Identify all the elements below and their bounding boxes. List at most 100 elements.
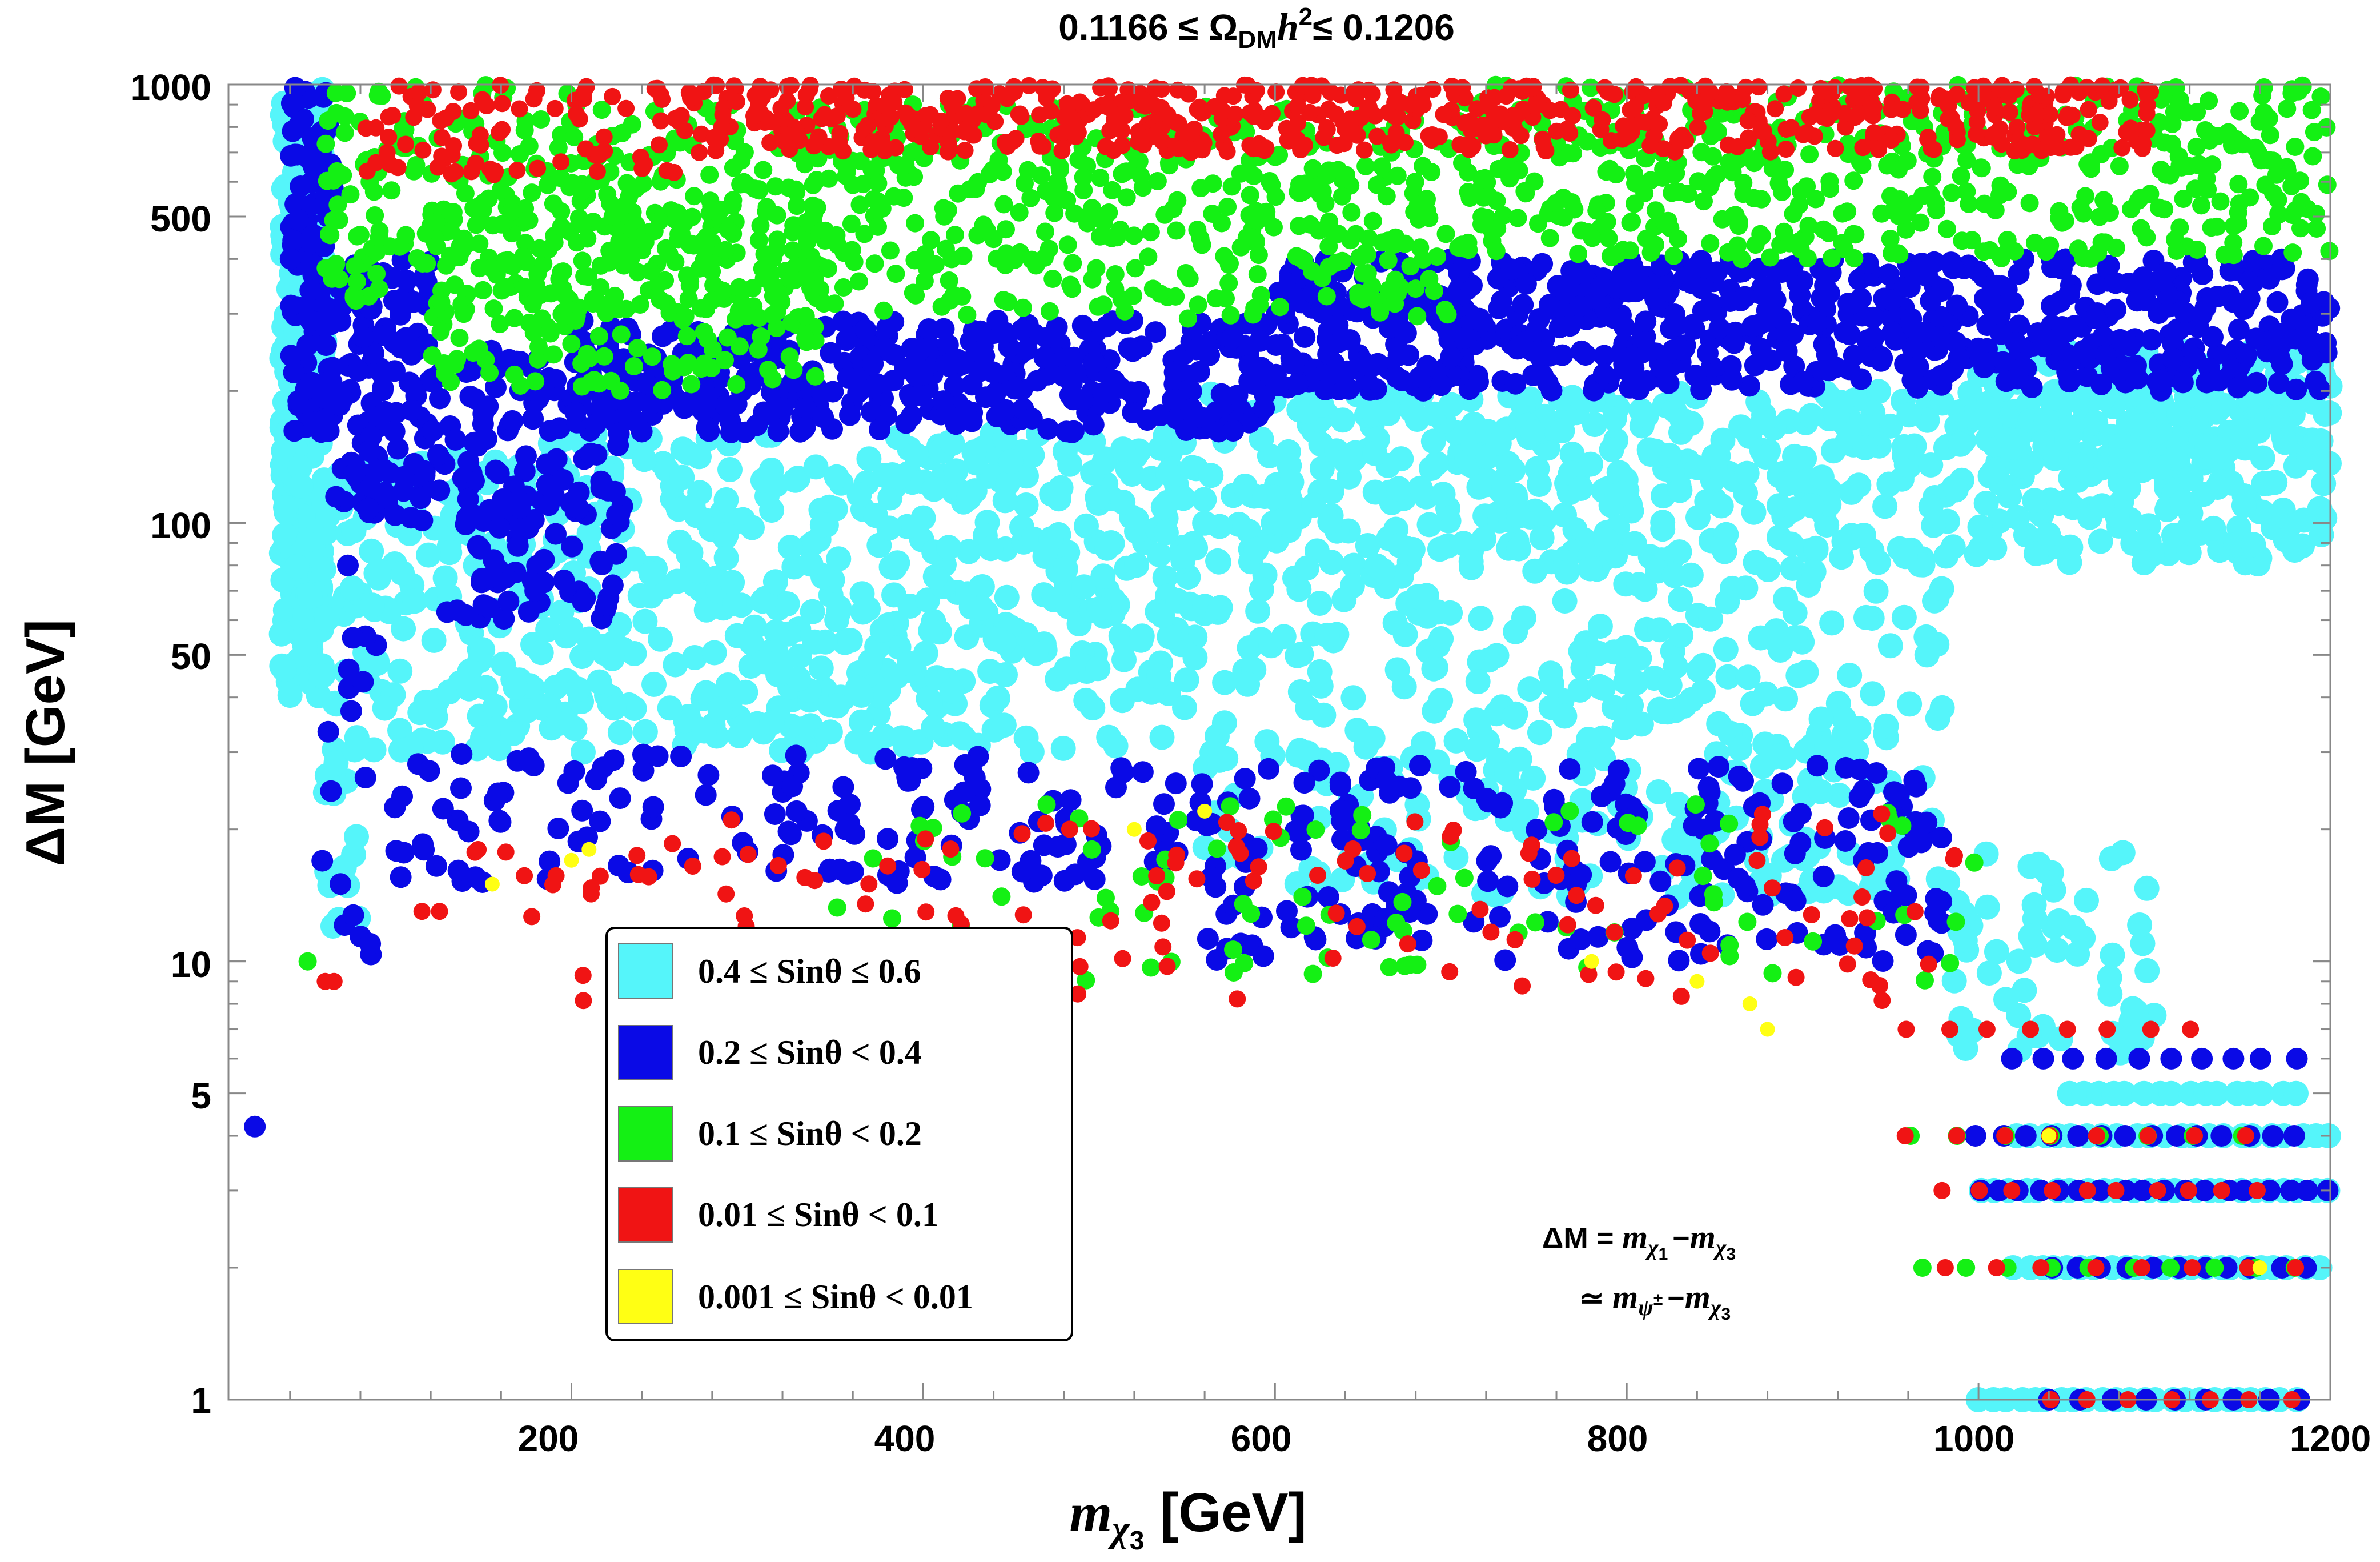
data-point-series-0 <box>1464 736 1490 762</box>
data-point-series-1 <box>1895 884 1917 907</box>
data-point-series-0 <box>869 618 895 643</box>
data-point-series-1 <box>2191 1047 2213 1070</box>
data-point-series-1 <box>1294 326 1316 348</box>
data-point-series-2 <box>607 204 625 223</box>
data-point-series-1 <box>1862 306 1884 329</box>
data-point-series-1 <box>287 209 310 231</box>
data-point-series-1 <box>2286 1047 2308 1070</box>
data-point-series-0 <box>1974 402 2000 428</box>
data-point-series-0 <box>416 542 442 568</box>
data-point-series-0 <box>1578 556 1603 582</box>
data-point-series-1 <box>1290 839 1312 861</box>
data-point-series-1 <box>1883 781 1905 803</box>
data-point-series-2 <box>382 181 401 200</box>
data-point-series-1 <box>567 497 589 519</box>
data-point-series-0 <box>341 518 367 543</box>
data-point-series-2 <box>1041 302 1059 321</box>
data-point-series-0 <box>528 640 554 666</box>
data-point-series-0 <box>372 695 398 721</box>
data-point-series-0 <box>798 551 824 577</box>
data-point-series-0 <box>1153 520 1179 546</box>
data-point-series-1 <box>1850 368 1872 390</box>
data-point-series-0 <box>1713 522 1739 547</box>
data-point-series-0 <box>1226 511 1252 537</box>
data-point-series-1 <box>1319 363 1342 385</box>
data-point-series-0 <box>1020 443 1045 468</box>
data-point-series-0 <box>500 721 526 747</box>
data-point-series-0 <box>701 640 727 666</box>
data-point-series-1 <box>2140 329 2162 351</box>
data-point-series-0 <box>529 695 555 721</box>
data-point-series-2 <box>663 355 681 374</box>
data-point-series-0 <box>402 588 428 614</box>
data-point-series-0 <box>421 627 447 653</box>
data-point-series-0 <box>297 584 323 610</box>
data-point-series-1 <box>1221 327 1243 350</box>
data-point-series-2 <box>575 267 594 286</box>
data-point-series-2 <box>589 327 608 346</box>
data-point-series-2 <box>643 347 661 366</box>
data-point-series-2 <box>727 310 745 329</box>
data-point-series-0 <box>1317 509 1343 535</box>
data-point-series-1 <box>715 395 737 417</box>
data-point-series-1 <box>695 784 717 806</box>
data-point-series-0 <box>390 560 415 586</box>
data-point-series-2 <box>768 206 786 225</box>
data-point-series-1 <box>1990 323 2012 345</box>
data-point-series-1 <box>311 850 334 872</box>
data-point-series-0 <box>1647 617 1672 643</box>
data-point-series-2 <box>682 375 701 394</box>
data-point-series-1 <box>501 410 524 432</box>
data-point-series-1 <box>1931 890 1953 912</box>
data-point-series-0 <box>1152 565 1178 591</box>
data-point-series-0 <box>1387 532 1412 558</box>
data-point-series-2 <box>1083 270 1102 289</box>
data-point-series-2 <box>611 381 629 400</box>
data-point-series-1 <box>981 361 1004 383</box>
data-point-series-1 <box>1770 307 1792 330</box>
data-point-series-0 <box>1753 444 1779 470</box>
data-point-series-0 <box>1865 550 1891 575</box>
data-point-series-2 <box>1063 279 1082 298</box>
data-point-series-0 <box>685 558 711 584</box>
data-point-series-1 <box>475 428 497 450</box>
data-point-series-0 <box>998 448 1024 474</box>
data-point-series-2 <box>755 245 774 263</box>
data-point-series-0 <box>2023 541 2049 566</box>
data-point-series-1 <box>969 320 992 342</box>
data-point-series-1 <box>794 416 816 439</box>
data-point-series-0 <box>1552 588 1578 614</box>
data-point-series-2 <box>1160 156 1179 175</box>
data-point-series-0 <box>1506 536 1531 562</box>
data-point-series-1 <box>1603 772 1626 795</box>
data-point-series-1 <box>1399 777 1422 799</box>
data-point-series-1 <box>497 590 520 612</box>
data-point-series-0 <box>1727 736 1753 762</box>
data-point-series-1 <box>391 785 413 807</box>
data-point-series-0 <box>846 482 872 508</box>
data-point-series-2 <box>977 221 996 240</box>
data-point-series-2 <box>641 262 660 281</box>
data-point-series-0 <box>889 725 914 751</box>
data-point-series-2 <box>1271 298 1289 317</box>
data-point-series-1 <box>1721 369 1743 391</box>
data-point-series-0 <box>1150 494 1176 520</box>
data-point-series-0 <box>691 718 717 744</box>
data-point-series-2 <box>520 211 539 230</box>
data-point-series-0 <box>2098 846 2124 871</box>
data-point-series-1 <box>330 382 352 404</box>
data-point-series-0 <box>1502 704 1527 730</box>
data-point-series-1 <box>457 820 480 843</box>
data-point-series-1 <box>564 402 587 424</box>
data-point-series-1 <box>1020 850 1042 872</box>
data-point-series-0 <box>1307 659 1333 684</box>
data-point-series-1 <box>2092 326 2114 348</box>
data-point-series-1 <box>2062 1047 2084 1070</box>
data-point-series-2 <box>370 82 388 101</box>
data-point-series-1 <box>1669 338 1692 361</box>
data-point-series-1 <box>1613 353 1635 375</box>
data-point-series-2 <box>1388 166 1407 185</box>
data-point-series-0 <box>921 476 947 502</box>
data-point-series-0 <box>1896 402 1922 428</box>
data-point-series-0 <box>940 431 965 456</box>
